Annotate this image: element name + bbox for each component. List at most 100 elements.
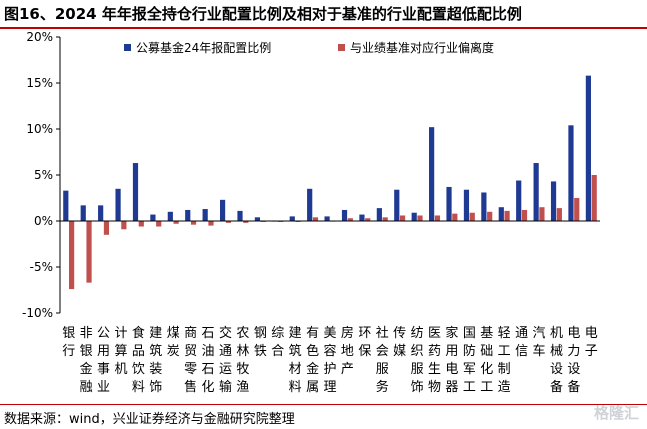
bar-allocation (516, 180, 522, 221)
bar-allocation (481, 192, 487, 221)
figure-title: 图16、2024 年年报全持仓行业配置比例及相对于基准的行业配置超低配比例 (4, 5, 522, 23)
x-category-label: 银行 (62, 326, 75, 359)
bar-deviation (225, 221, 231, 223)
bar-allocation (185, 209, 191, 221)
legend-allocation-swatch (124, 44, 131, 51)
bar-deviation (173, 221, 179, 224)
y-tick-label: 0% (34, 214, 53, 228)
legend-allocation-label: 公募基金24年报配置比例 (136, 40, 271, 55)
bar-allocation (498, 207, 504, 221)
bar-deviation (347, 218, 353, 221)
x-category-label: 环保 (358, 326, 371, 359)
bar-deviation (399, 215, 406, 221)
bar-deviation (487, 211, 493, 221)
bar-allocation (429, 127, 435, 221)
bar-allocation (80, 205, 86, 221)
footer-rule (0, 404, 647, 405)
bar-allocation (219, 199, 226, 221)
bar-deviation (121, 221, 127, 230)
bar-deviation (469, 212, 475, 221)
bar-deviation (103, 221, 110, 235)
y-tick-label: -10% (22, 306, 53, 320)
bar-allocation (150, 214, 156, 221)
bar-deviation (504, 210, 510, 221)
data-source-note: 数据来源：wind，兴业证券经济与金融研究院整理 (4, 412, 295, 427)
x-category-label: 汽车 (533, 326, 546, 359)
bar-allocation (115, 188, 121, 221)
bar-allocation (359, 214, 365, 221)
bar-deviation (539, 207, 545, 221)
x-category-label: 交通运输 (219, 325, 232, 395)
bar-allocation (63, 190, 69, 221)
x-category-label: 社会服务 (376, 325, 389, 395)
x-category-label: 纺织服饰 (411, 326, 424, 395)
bar-deviation (574, 198, 580, 221)
x-category-label: 商贸零售 (184, 326, 197, 395)
bar-allocation (376, 208, 382, 221)
x-category-label: 医药生物 (428, 326, 441, 395)
x-category-label: 建筑装饰 (149, 326, 162, 395)
bar-allocation (98, 205, 104, 221)
y-tick-label: 5% (34, 168, 53, 182)
x-category-label: 综合 (271, 326, 284, 359)
x-category-label: 非银金融 (80, 326, 93, 395)
x-category-label: 石油石化 (202, 326, 215, 395)
bar-deviation (190, 221, 197, 225)
x-category-label: 家用电器 (445, 325, 458, 395)
bar-allocation (394, 189, 400, 221)
bar-deviation (312, 217, 319, 221)
x-category-label: 计算机 (114, 326, 127, 377)
x-category-label: 钢铁 (254, 326, 267, 359)
bar-allocation (132, 163, 139, 221)
x-category-label: 基础化工 (480, 326, 493, 395)
bar-deviation (556, 208, 562, 221)
x-category-label: 国防军工 (463, 326, 476, 395)
x-category-label: 有色金属 (306, 326, 319, 395)
bar-deviation (521, 209, 528, 221)
bar-allocation (202, 209, 208, 221)
bar-deviation (382, 217, 388, 221)
x-category-label: 通信 (515, 326, 528, 359)
x-category-label: 煤炭 (167, 326, 180, 359)
watermark-logo: 格隆汇 (593, 404, 639, 422)
x-category-label: 电子 (585, 326, 598, 359)
bar-deviation (86, 221, 92, 283)
bar-allocation (463, 189, 470, 221)
x-category-label: 建筑材料 (289, 326, 302, 395)
x-category-label: 公用事业 (97, 326, 110, 395)
x-category-label: 机械设备 (550, 326, 563, 395)
bar-allocation (254, 217, 261, 221)
bar-allocation (411, 212, 417, 221)
x-category-label: 电力设备 (567, 326, 580, 395)
y-tick-label: 20% (26, 30, 53, 44)
bar-allocation (167, 211, 173, 221)
bar-deviation (69, 221, 75, 290)
bar-allocation (550, 181, 557, 221)
title-rule (0, 27, 647, 29)
y-tick-label: -5% (30, 260, 53, 274)
bar-deviation (365, 218, 371, 221)
x-category-label: 传媒 (393, 326, 406, 359)
bar-deviation (591, 175, 597, 221)
x-category-label: 美容护理 (323, 326, 336, 395)
x-category-label: 农林牧渔 (236, 326, 249, 395)
x-category-label: 轻工制造 (498, 326, 511, 395)
bar-allocation (341, 209, 348, 221)
bar-deviation (417, 215, 423, 221)
bar-allocation (446, 186, 452, 221)
bar-allocation (324, 216, 330, 221)
bar-deviation (138, 221, 144, 227)
bar-allocation (237, 210, 243, 221)
bar-allocation (307, 188, 313, 221)
y-tick-label: 10% (26, 122, 53, 136)
bar-allocation (568, 125, 574, 221)
y-tick-label: 15% (26, 76, 53, 90)
bar-deviation (208, 221, 214, 226)
legend-deviation-swatch (338, 44, 345, 51)
bar-deviation (243, 221, 249, 223)
bar-allocation (533, 163, 539, 221)
legend-deviation-label: 与业绩基准对应行业偏离度 (350, 40, 494, 55)
bar-deviation (156, 221, 162, 227)
bar-allocation (289, 216, 295, 221)
